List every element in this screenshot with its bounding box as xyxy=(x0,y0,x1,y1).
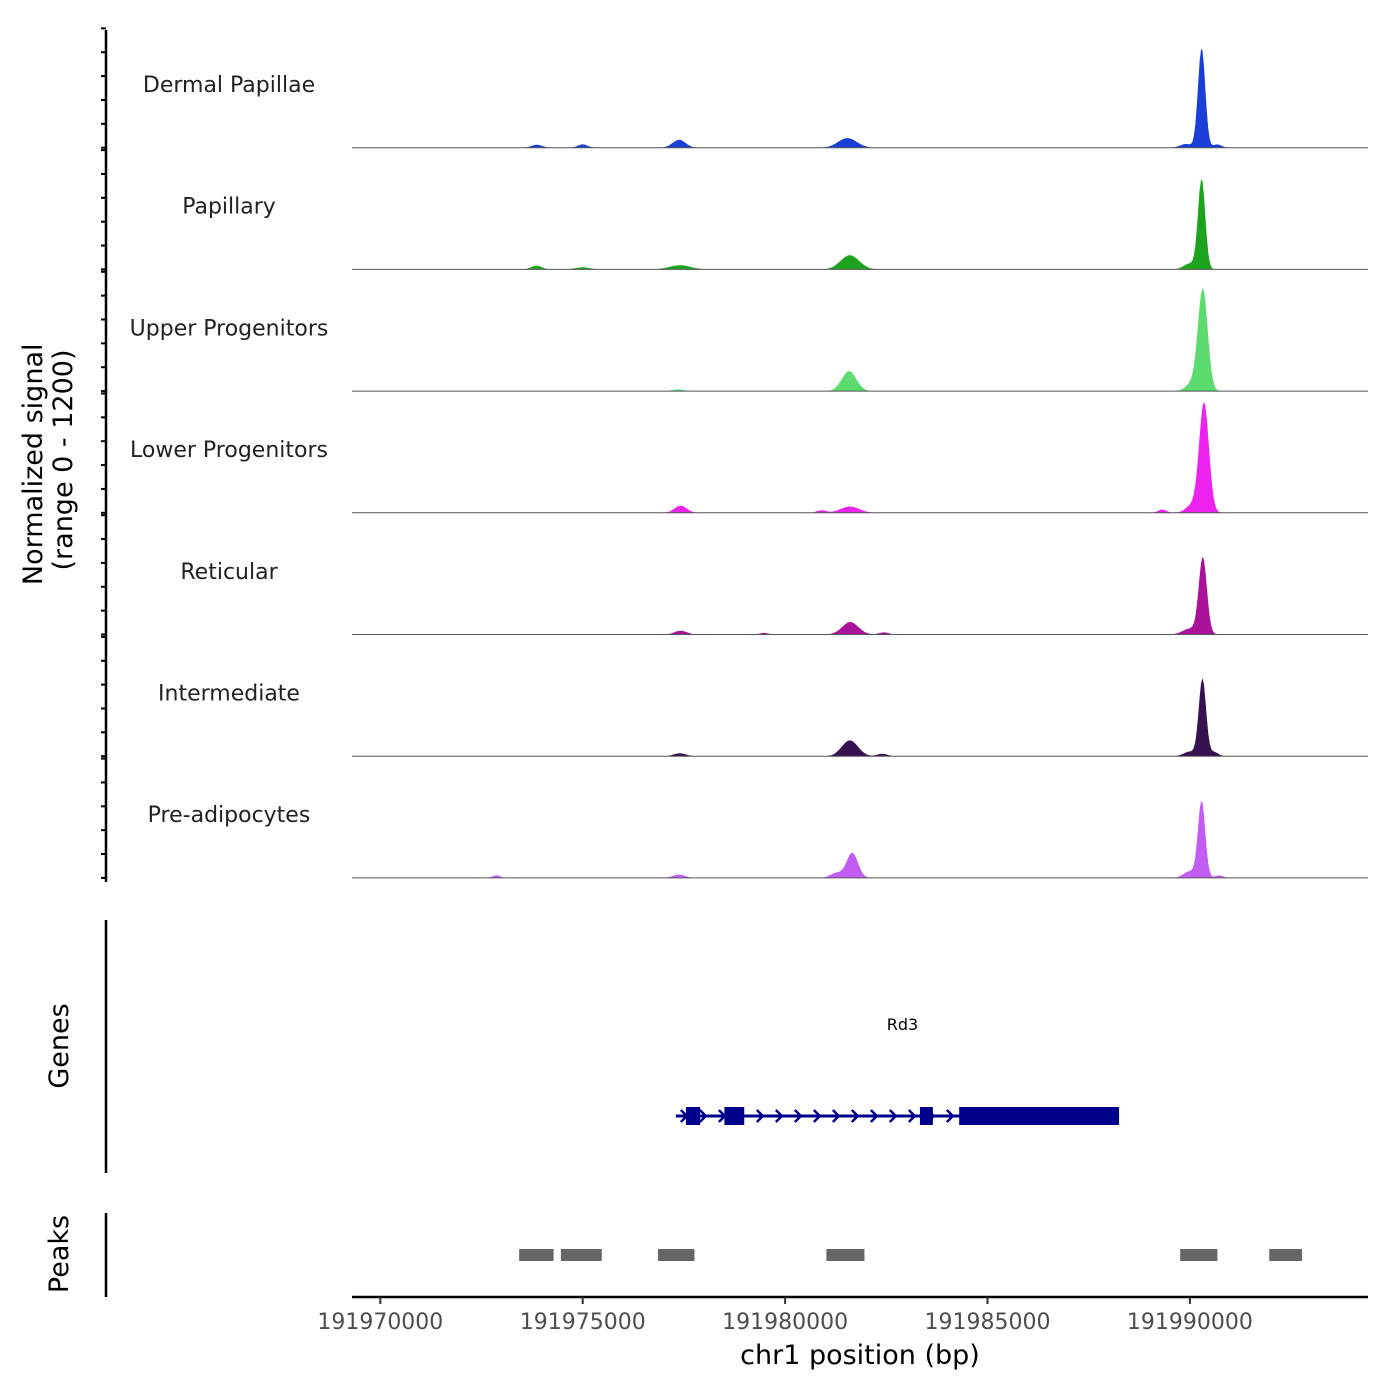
gene-name-label: Rd3 xyxy=(887,1015,918,1034)
signal-track: Upper Progenitors xyxy=(101,270,1368,393)
genes-axis-title: Genes xyxy=(44,1003,75,1088)
signal-track: Papillary xyxy=(101,149,1368,271)
signal-area xyxy=(352,179,1368,270)
gene-exon xyxy=(724,1107,745,1125)
peaks-axis-title: Peaks xyxy=(44,1215,75,1293)
signal-area xyxy=(352,556,1368,635)
signal-track: Reticular xyxy=(101,514,1368,636)
strand-arrow xyxy=(945,1109,955,1123)
peak-region xyxy=(560,1249,602,1261)
signal-area xyxy=(352,800,1368,878)
peak-region xyxy=(826,1249,865,1261)
signal-tracks: Dermal Papillae Papillary Upper Progenitor… xyxy=(101,27,1368,882)
peak-region xyxy=(1180,1249,1218,1261)
gene-exon xyxy=(919,1107,933,1125)
signal-area xyxy=(352,401,1368,513)
track-label: Lower Progenitors xyxy=(130,438,328,463)
signal-area xyxy=(352,678,1368,757)
signal-track: Intermediate xyxy=(101,635,1368,758)
y-axis-title-line1: Normalized signal xyxy=(18,344,49,586)
x-axis-title: chr1 position (bp) xyxy=(740,1340,980,1371)
track-label: Reticular xyxy=(180,560,278,585)
strand-arrow xyxy=(698,1109,708,1123)
track-label: Upper Progenitors xyxy=(130,316,329,341)
peak-region xyxy=(658,1249,695,1261)
x-tick-label: 191975000 xyxy=(520,1310,646,1335)
strand-arrow xyxy=(850,1109,860,1123)
strand-arrow xyxy=(888,1109,898,1123)
x-tick-label: 191985000 xyxy=(925,1310,1051,1335)
gene-exon xyxy=(685,1107,701,1125)
strand-arrow xyxy=(793,1109,803,1123)
track-label: Intermediate xyxy=(158,682,300,707)
peaks-panel: Peaks xyxy=(44,1213,1303,1297)
strand-arrow xyxy=(869,1109,879,1123)
signal-area xyxy=(352,288,1368,392)
signal-track: Dermal Papillae xyxy=(101,27,1368,149)
strand-arrow xyxy=(812,1109,822,1123)
y-axis-title: Normalized signal (range 0 - 1200) xyxy=(18,335,79,585)
strand-arrow xyxy=(907,1109,917,1123)
track-label: Pre-adipocytes xyxy=(148,803,311,828)
track-label: Papillary xyxy=(182,195,276,220)
strand-arrow xyxy=(831,1109,841,1123)
peak-region xyxy=(519,1249,554,1261)
signal-track: Pre-adipocytes xyxy=(101,757,1368,879)
peak-region xyxy=(1269,1249,1303,1261)
genes-panel: Genes Rd3 xyxy=(44,920,1120,1173)
signal-track: Lower Progenitors xyxy=(101,392,1368,514)
signal-area xyxy=(352,48,1368,148)
x-tick-label: 191970000 xyxy=(317,1310,443,1335)
y-axis-title-line2: (range 0 - 1200) xyxy=(48,350,79,571)
track-label: Dermal Papillae xyxy=(143,73,315,98)
gene-exon xyxy=(959,1107,1120,1125)
x-axis: 191970000 191975000 191980000 191985000 1919… xyxy=(317,1295,1368,1335)
x-tick-label: 191990000 xyxy=(1127,1310,1253,1335)
strand-arrow xyxy=(774,1109,784,1123)
strand-arrow xyxy=(755,1109,765,1123)
x-tick-label: 191980000 xyxy=(722,1310,848,1335)
